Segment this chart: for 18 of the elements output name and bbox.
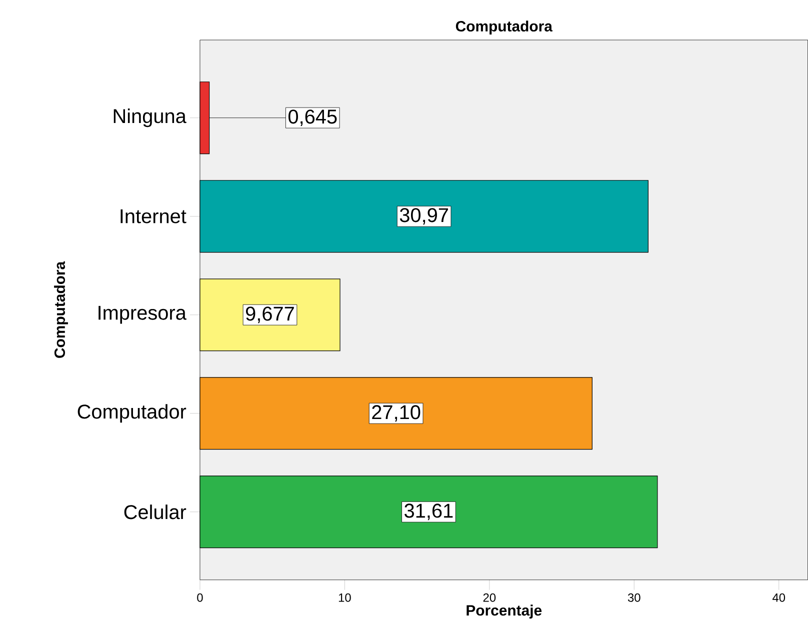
x-tick-label: 30: [628, 593, 640, 602]
data-label: 31,61: [404, 504, 453, 520]
y-tick-label: Impresora: [98, 306, 186, 324]
x-tick-label: 0: [197, 593, 203, 602]
x-tick-label: 10: [338, 593, 351, 602]
y-tick-label: Internet: [120, 209, 186, 224]
data-label: 27,10: [372, 405, 420, 422]
chart-title: Computadora: [456, 20, 553, 35]
data-label: 0,645: [288, 110, 337, 126]
x-tick-label: 40: [772, 593, 786, 602]
data-label: 9,677: [246, 306, 294, 324]
y-axis-title: Computadora: [54, 261, 68, 358]
y-tick-label: Ninguna: [114, 108, 186, 128]
y-tick-label: Celular: [124, 504, 186, 520]
y-tick-label: Computador: [78, 404, 186, 423]
x-axis-title: Porcentaje: [466, 604, 542, 619]
data-label: 30,97: [400, 208, 448, 225]
x-tick-label: 20: [483, 593, 496, 602]
